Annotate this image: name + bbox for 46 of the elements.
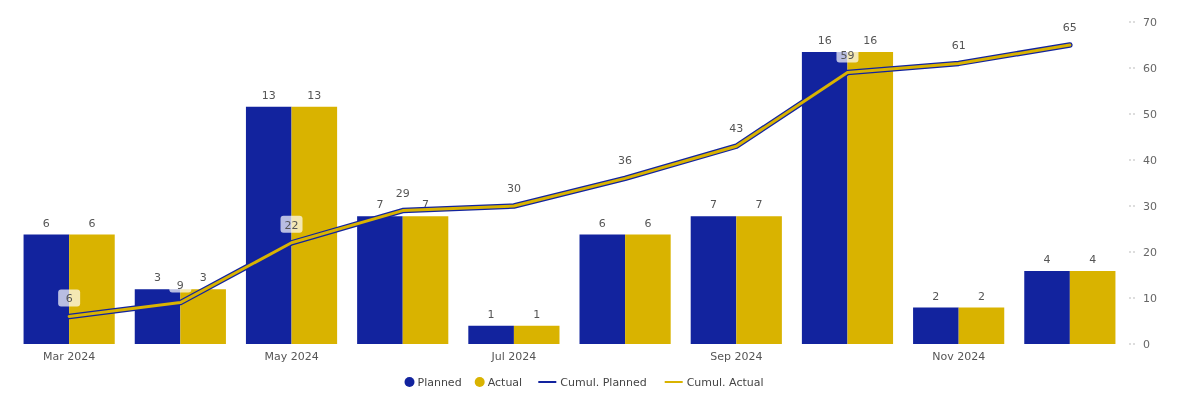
y2-tick-label: 40 <box>1143 154 1157 167</box>
data-label: 7 <box>755 198 763 212</box>
data-label: 6 <box>598 216 606 230</box>
y2-tick-label: 30 <box>1143 200 1157 213</box>
y2-tick-label: 0 <box>1143 338 1150 351</box>
data-label: 16 <box>817 34 832 47</box>
data-label: 43 <box>729 122 744 136</box>
x-tick-label: Jul 2024 <box>490 350 537 363</box>
data-label: 6 <box>42 216 50 230</box>
data-label: 7 <box>709 198 717 212</box>
data-label: 9 <box>176 278 184 292</box>
data-label: 1 <box>487 307 495 321</box>
data-label: 3 <box>154 271 162 285</box>
data-label: 6 <box>88 216 96 230</box>
data-label: 22 <box>284 218 299 232</box>
data-label: 30 <box>506 182 521 195</box>
data-label: 65 <box>1062 21 1077 34</box>
y2-tick-label: 50 <box>1143 108 1157 121</box>
x-tick-label: Nov 2024 <box>932 350 986 363</box>
data-label: 29 <box>395 186 410 200</box>
legend-label: Actual <box>487 376 523 389</box>
data-label: 2 <box>977 289 985 303</box>
data-label: 13 <box>307 88 322 102</box>
data-label: 4 <box>1089 253 1097 266</box>
y2-tick-label: 20 <box>1143 246 1157 259</box>
data-label: 16 <box>863 34 878 47</box>
x-tick-label: May 2024 <box>264 350 319 363</box>
data-label: 36 <box>618 154 633 168</box>
data-label: 3 <box>199 271 207 285</box>
data-label: 4 <box>1043 253 1051 266</box>
data-label: 6 <box>65 292 73 306</box>
y2-tick-label: 70 <box>1143 16 1157 29</box>
data-label: 6 <box>644 216 652 230</box>
x-tick-label: Mar 2024 <box>43 350 96 363</box>
data-label: 2 <box>932 289 940 303</box>
data-label: 13 <box>261 88 276 102</box>
y2-tick-label: 60 <box>1143 62 1157 75</box>
legend-label: Cumul. Actual <box>686 376 764 389</box>
data-label: 61 <box>951 39 966 53</box>
x-tick-label: Sep 2024 <box>710 350 763 363</box>
data-label: 59 <box>840 48 855 62</box>
y2-tick-label: 10 <box>1143 292 1157 305</box>
legend-label: Planned <box>417 376 462 389</box>
legend-label: Cumul. Planned <box>560 376 647 389</box>
data-label: 7 <box>376 198 384 212</box>
data-label: 1 <box>533 307 541 321</box>
